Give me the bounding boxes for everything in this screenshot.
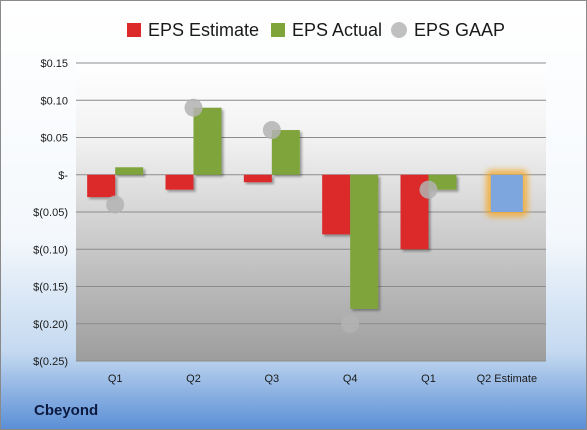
x-tick-label: Q4 [343,373,358,385]
y-tick-label: $(0.25) [33,356,68,368]
legend-label-eps-gaap: EPS GAAP [414,19,506,40]
legend-item-eps-gaap: EPS GAAP [391,17,505,43]
x-tick-label: Q1 [108,373,123,385]
bar-eps-actual [350,174,379,309]
y-tick-label: $(0.15) [33,282,68,294]
point-eps-gaap [341,314,360,333]
x-tick-label: Q2 Estimate [477,373,538,385]
bar-eps-estimate [87,174,116,198]
y-tick-label: $0.10 [40,95,68,107]
bar-eps-actual [115,167,144,175]
y-tick-label: $(0.20) [33,319,68,331]
x-tick-label: Q2 [186,373,201,385]
bar-eps-actual-estimate [490,174,523,212]
legend-swatch-eps-gaap [391,22,407,38]
legend-swatch-eps-estimate [127,23,141,37]
y-tick-label: $(0.10) [33,244,68,256]
chart-svg: $0.15 $0.10 $0.05 $- $(0.05) $(0.10) $(0.15) $(… [33,58,546,385]
legend-label-eps-actual: EPS Actual [292,19,383,40]
bar-eps-estimate [243,174,272,183]
y-tick-label: $- [58,170,68,182]
y-tick-label: $(0.05) [33,207,68,219]
bar-eps-actual [193,107,222,175]
point-eps-gaap [184,98,203,117]
x-tick-label: Q3 [264,373,279,385]
point-eps-gaap [262,121,281,140]
legend-item-eps-estimate: EPS Estimate [127,17,259,43]
legend-swatch-eps-actual [271,23,285,37]
y-tick-label: $0.05 [40,133,68,145]
x-tick-label: Q1 [421,373,436,385]
bar-eps-estimate [322,174,351,235]
legend-item-eps-actual: EPS Actual [271,17,382,43]
bar-eps-estimate [165,174,194,190]
point-eps-gaap [106,195,125,214]
point-eps-gaap [419,180,438,199]
y-tick-label: $0.15 [40,58,68,70]
legend-label-eps-estimate: EPS Estimate [148,19,260,40]
company-name: Cbeyond [34,402,99,419]
legend: EPS Estimate EPS Actual EPS GAAP [1,17,587,43]
